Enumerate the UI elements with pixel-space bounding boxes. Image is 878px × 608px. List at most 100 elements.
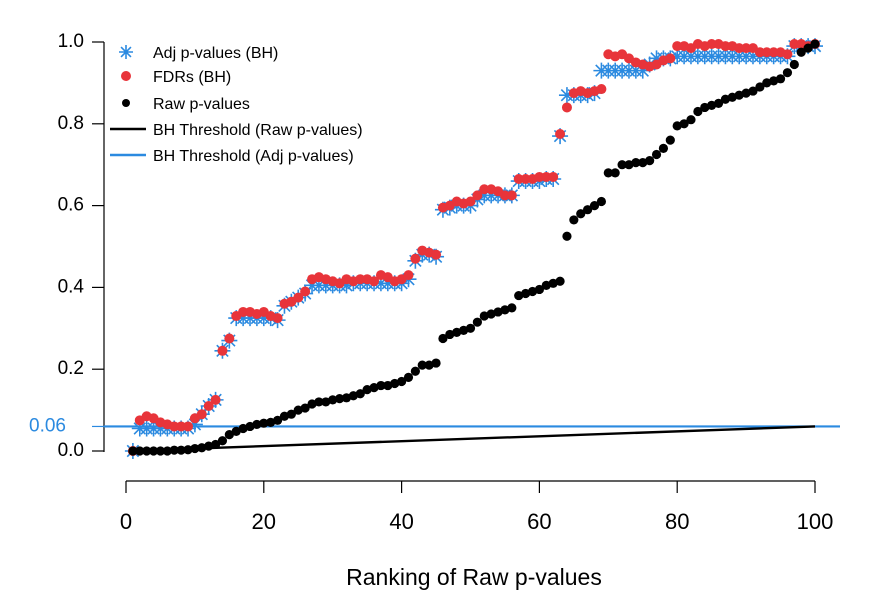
raw-pvalue-point (376, 380, 386, 391)
fdr-point (534, 171, 545, 182)
raw-pvalue-point (796, 47, 806, 57)
raw-pvalue-point (204, 441, 214, 451)
x-tick-label: 100 (797, 509, 834, 534)
x-ticks: 0 20 40 60 80 100 (120, 481, 833, 534)
raw-pvalue-point (465, 323, 476, 333)
raw-pvalue-point (610, 168, 620, 178)
raw-pvalue-point (589, 201, 600, 211)
raw-pvalue-point (562, 231, 572, 241)
fdr-point (706, 39, 717, 50)
legend-star-marker (119, 45, 133, 59)
fdr-point (782, 49, 793, 60)
plot-area (124, 38, 823, 459)
raw-pvalue-point (397, 376, 407, 387)
raw-pvalue-point (128, 446, 138, 456)
fdr-point (369, 276, 380, 287)
fdr-point (224, 333, 235, 344)
raw-pvalue-point (231, 426, 241, 436)
raw-pvalue-point (259, 418, 269, 428)
fdr-point (203, 401, 214, 412)
raw-pvalue-point (183, 445, 193, 455)
raw-pvalue-point (334, 394, 345, 404)
fdr-point (169, 421, 180, 432)
legend-star-path (119, 45, 133, 59)
raw-pvalue-point (217, 436, 228, 446)
raw-pvalue-point (272, 415, 283, 425)
fdr-point (465, 196, 476, 207)
raw-pvalue-point (782, 68, 793, 78)
raw-pvalue-point (176, 445, 186, 455)
raw-pvalue-point (155, 446, 166, 456)
fdr-point (672, 41, 683, 52)
fdr-point (596, 84, 607, 95)
raw-pvalue-point (142, 446, 152, 456)
adj-pvalue-point (338, 277, 355, 294)
fdr-point (789, 39, 800, 50)
x-tick-label: 60 (527, 509, 551, 534)
fdr-point (720, 41, 731, 52)
adj-pvalue-point (186, 416, 203, 433)
raw-pvalue-point (210, 439, 221, 450)
fdr-point (768, 47, 779, 58)
legend-entry-bh-adj: BH Threshold (Adj p-values) (110, 148, 354, 165)
raw-pvalue-point (190, 443, 200, 454)
raw-pvalue-point (755, 82, 765, 92)
raw-pvalue-point (197, 443, 207, 453)
raw-pvalue-point (596, 196, 607, 207)
raw-pvalue-point (355, 389, 365, 399)
raw-pvalue-point (789, 59, 799, 70)
raw-pvalue-point (169, 445, 179, 455)
raw-pvalue-point (534, 284, 545, 295)
legend-entry-bh-raw: BH Threshold (Raw p-values) (110, 122, 363, 139)
raw-pvalue-point (328, 395, 338, 405)
raw-pvalue-point (810, 39, 820, 49)
legend-label-bh-adj: BH Threshold (Adj p-values) (153, 148, 354, 165)
fdr-point (741, 43, 752, 54)
legend-fdr-marker (121, 71, 131, 81)
raw-pvalue-point (713, 98, 724, 108)
raw-pvalue-point (286, 409, 296, 419)
raw-pvalue-point (438, 333, 448, 344)
fdr-series (127, 39, 820, 456)
legend-raw-marker (122, 99, 130, 107)
y-tick-label: 0.6 (58, 195, 84, 216)
fdr-point (410, 253, 421, 264)
legend-label-bh-raw: BH Threshold (Raw p-values) (153, 122, 363, 139)
legend-label-raw: Raw p-values (153, 96, 250, 113)
legend-entry-raw: Raw p-values (122, 96, 250, 113)
legend-entry-adj: Adj p-values (BH) (119, 45, 278, 62)
legend-label-fdr: FDRs (BH) (153, 69, 231, 86)
raw-pvalue-point (224, 430, 234, 440)
raw-pvalue-point (631, 158, 641, 168)
legend: Adj p-values (BH) FDRs (BH) Raw p-values… (110, 45, 363, 165)
raw-pvalue-point (603, 168, 613, 178)
bh-threshold-raw-line (132, 425, 816, 452)
raw-pvalue-point (135, 446, 145, 456)
fdr-point (472, 190, 483, 201)
fdr-point (355, 274, 366, 285)
raw-pvalue-point (417, 360, 427, 370)
x-axis-title: Ranking of Raw p-values (346, 564, 602, 590)
raw-pvalue-point (507, 303, 517, 313)
raw-pvalue-point (658, 143, 669, 153)
fdr-point (754, 47, 765, 58)
fdr-point (761, 47, 772, 58)
fdr-point (183, 421, 194, 432)
fdr-point (479, 184, 490, 195)
x-tick-label: 20 (252, 509, 276, 534)
x-tick-label: 80 (665, 509, 689, 534)
raw-pvalue-point (775, 74, 786, 84)
x-tick-label: 40 (389, 509, 413, 534)
raw-pvalue-point (403, 372, 414, 382)
fdr-point (300, 286, 311, 297)
raw-pvalue-point (472, 317, 482, 327)
fdr-point (548, 171, 559, 182)
fdr-point (520, 174, 531, 185)
y-tick-label: 1.0 (58, 31, 84, 52)
fdr-point (431, 249, 442, 260)
fdr-point (665, 53, 676, 64)
x-tick-label: 0 (120, 509, 132, 534)
y-tick-label: 0.2 (58, 358, 84, 379)
fdr-point (217, 345, 228, 356)
